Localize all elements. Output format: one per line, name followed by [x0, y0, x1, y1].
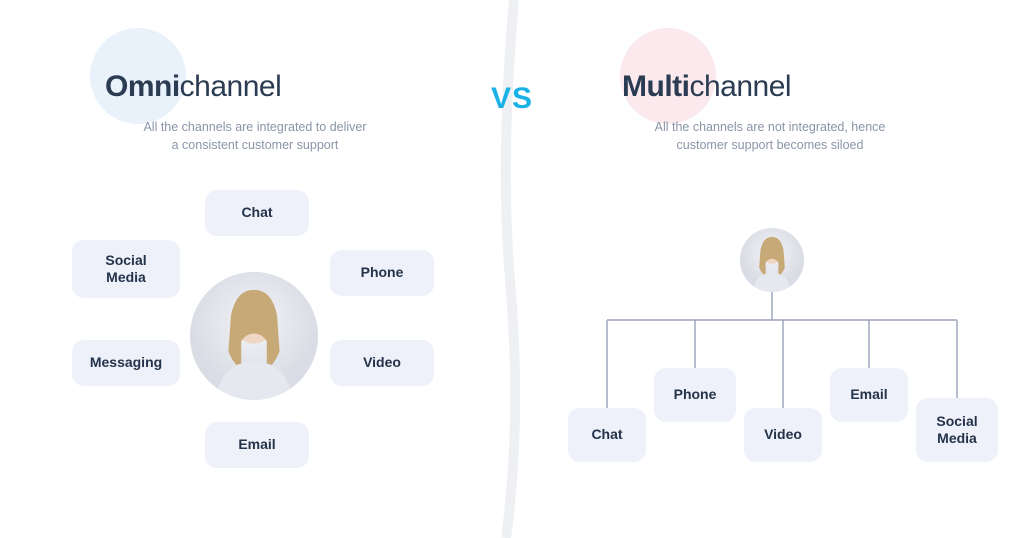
title-bold: Multi — [622, 70, 689, 103]
channel-chip: Messaging — [72, 340, 180, 386]
title-light: channel — [180, 70, 282, 103]
title-light: channel — [689, 70, 791, 103]
multichannel-panel: Multichannel All the channels are not in… — [512, 0, 1024, 538]
omnichannel-panel: Omnichannel All the channels are integra… — [0, 0, 512, 538]
customer-avatar — [740, 228, 804, 292]
channel-chip: Chat — [568, 408, 646, 462]
customer-avatar — [190, 272, 318, 400]
tree-connectors — [597, 286, 967, 414]
channel-chip: SocialMedia — [72, 240, 180, 298]
title-bold: Omni — [105, 70, 180, 103]
channel-chip: SocialMedia — [916, 398, 998, 462]
omnichannel-title: Omnichannel — [105, 70, 281, 104]
channel-chip: Email — [205, 422, 309, 468]
channel-chip: Email — [830, 368, 908, 422]
channel-chip: Video — [330, 340, 434, 386]
channel-chip: Phone — [330, 250, 434, 296]
channel-chip: Phone — [654, 368, 736, 422]
multichannel-subtitle: All the channels are not integrated, hen… — [590, 118, 950, 154]
omnichannel-subtitle: All the channels are integrated to deliv… — [90, 118, 420, 154]
channel-chip: Chat — [205, 190, 309, 236]
channel-chip: Video — [744, 408, 822, 462]
multichannel-title: Multichannel — [622, 70, 791, 104]
